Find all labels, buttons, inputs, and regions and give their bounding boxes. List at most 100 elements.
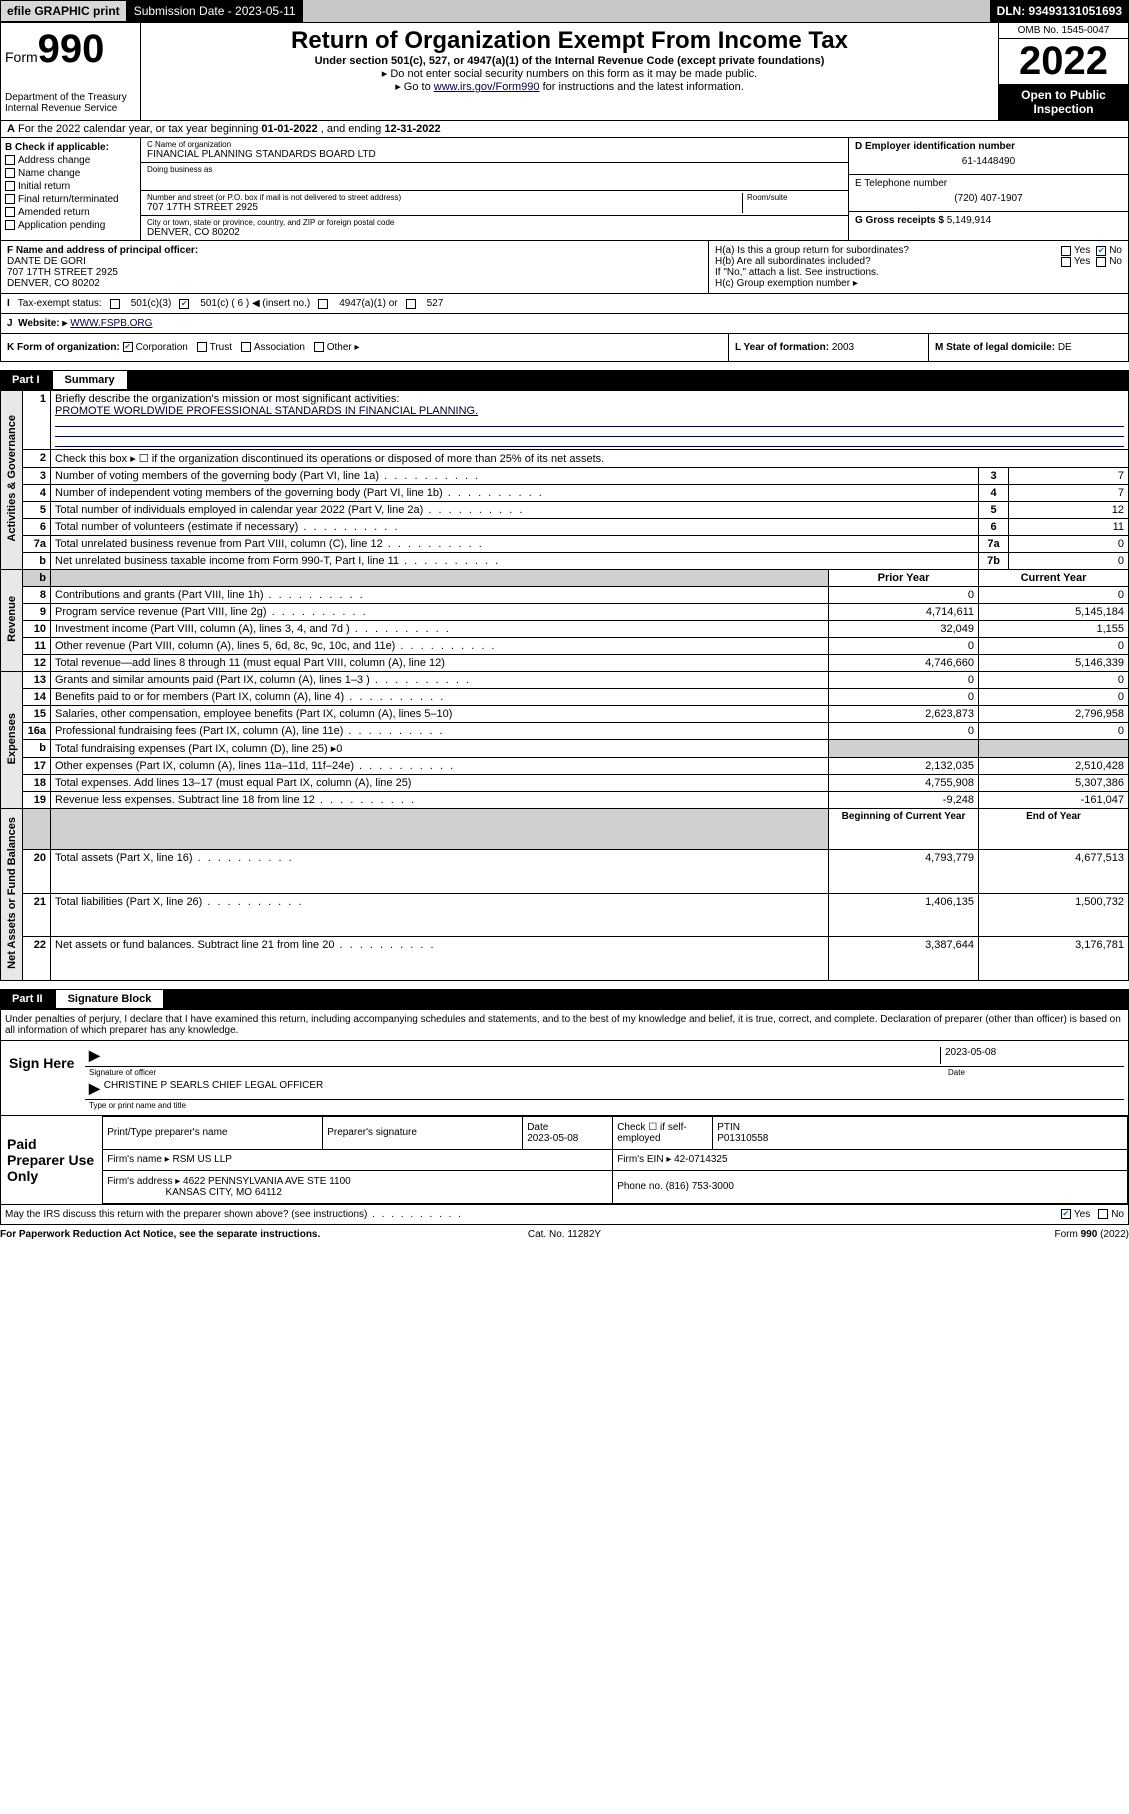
ptin-value: P01310558 [717, 1133, 768, 1144]
vtab-revenue: Revenue [1, 570, 23, 672]
row-16b: bTotal fundraising expenses (Part IX, co… [1, 740, 1129, 758]
room-label: Room/suite [747, 193, 842, 202]
city-label: City or town, state or province, country… [147, 218, 842, 227]
instructions-link: ▸ Go to www.irs.gov/Form990 for instruct… [145, 80, 994, 93]
row-11: 11Other revenue (Part VIII, column (A), … [1, 638, 1129, 655]
gross-receipts-label: G Gross receipts $ [855, 215, 944, 226]
section-text: Under section 501(c), 527, or 4947(a)(1)… [145, 55, 994, 67]
website-row: J Website: ▸ WWW.FSPB.ORG [0, 314, 1129, 334]
state-domicile: DE [1058, 342, 1072, 353]
row-8: 8Contributions and grants (Part VIII, li… [1, 587, 1129, 604]
year-formation: 2003 [832, 342, 854, 353]
cb-address-change[interactable] [5, 155, 15, 165]
ha-label: H(a) Is this a group return for subordin… [715, 245, 1061, 256]
officer-label: F Name and address of principal officer: [7, 245, 198, 256]
city-state-zip: DENVER, CO 80202 [147, 227, 842, 238]
cb-other[interactable] [314, 342, 324, 352]
calendar-year-row: A For the 2022 calendar year, or tax yea… [1, 121, 447, 137]
cb-corp[interactable] [123, 342, 133, 352]
mission-text: PROMOTE WORLDWIDE PROFESSIONAL STANDARDS… [55, 405, 478, 417]
fh-block: F Name and address of principal officer:… [0, 241, 1129, 294]
pra-notice: For Paperwork Reduction Act Notice, see … [0, 1229, 320, 1240]
row-21: 21Total liabilities (Part X, line 26)1,4… [1, 893, 1129, 937]
cb-4947[interactable] [318, 299, 328, 309]
irs-link[interactable]: www.irs.gov/Form990 [434, 81, 540, 93]
dept-label: Department of the Treasury Internal Reve… [5, 92, 136, 114]
part2-header: Part II Signature Block [0, 989, 1129, 1009]
dba-label: Doing business as [147, 165, 842, 174]
cb-trust[interactable] [197, 342, 207, 352]
footer: For Paperwork Reduction Act Notice, see … [0, 1225, 1129, 1244]
firm-addr2: KANSAS CITY, MO 64112 [166, 1187, 282, 1198]
dln-label: DLN: 93493131051693 [990, 0, 1129, 22]
phone-value: (720) 407-1907 [855, 189, 1122, 208]
discuss-yes[interactable] [1061, 1209, 1071, 1219]
ha-no[interactable] [1096, 246, 1106, 256]
officer-addr2: DENVER, CO 80202 [7, 278, 702, 289]
row-16a: 16aProfessional fundraising fees (Part I… [1, 723, 1129, 740]
discuss-no[interactable] [1098, 1209, 1108, 1219]
cb-name-change[interactable] [5, 168, 15, 178]
ein-label: D Employer identification number [855, 141, 1015, 152]
hb-no[interactable] [1096, 257, 1106, 267]
firm-addr1: 4622 PENNSYLVANIA AVE STE 1100 [183, 1176, 351, 1187]
cb-amended-return[interactable] [5, 207, 15, 217]
cb-assoc[interactable] [241, 342, 251, 352]
b-checkboxes: B Check if applicable: Address change Na… [1, 138, 141, 240]
row-19: 19Revenue less expenses. Subtract line 1… [1, 792, 1129, 809]
row-15: 15Salaries, other compensation, employee… [1, 706, 1129, 723]
sig-date: 2023-05-08 [940, 1047, 1120, 1064]
firm-ein: 42-0714325 [674, 1154, 727, 1165]
org-name-label: C Name of organization [147, 140, 842, 149]
self-employed-check[interactable]: Check ☐ if self-employed [613, 1116, 713, 1149]
cb-final-return[interactable] [5, 194, 15, 204]
hc-label: H(c) Group exemption number ▸ [715, 278, 1122, 289]
row-5: 5Total number of individuals employed in… [1, 502, 1129, 519]
row-20: 20Total assets (Part X, line 16)4,793,77… [1, 850, 1129, 894]
row-14: 14Benefits paid to or for members (Part … [1, 689, 1129, 706]
identity-block: B Check if applicable: Address change Na… [0, 138, 1129, 241]
declaration-text: Under penalties of perjury, I declare th… [0, 1009, 1129, 1041]
row-6: 6Total number of volunteers (estimate if… [1, 519, 1129, 536]
cb-527[interactable] [406, 299, 416, 309]
officer-name: DANTE DE GORI [7, 256, 702, 267]
form-ref: Form 990 (2022) [753, 1229, 1129, 1240]
hb-yes[interactable] [1061, 257, 1071, 267]
sign-here-block: Sign Here ▶ 2023-05-08 Signature of offi… [0, 1041, 1129, 1116]
open-public: Open to Public Inspection [999, 84, 1128, 120]
cat-no: Cat. No. 11282Y [376, 1229, 752, 1240]
row-7b: bNet unrelated business taxable income f… [1, 553, 1129, 570]
vtab-expenses: Expenses [1, 672, 23, 809]
form-title: Return of Organization Exempt From Incom… [145, 27, 994, 55]
row-10: 10Investment income (Part VIII, column (… [1, 621, 1129, 638]
ha-yes[interactable] [1061, 246, 1071, 256]
cb-501c3[interactable] [110, 299, 120, 309]
website-link[interactable]: WWW.FSPB.ORG [70, 318, 152, 329]
prep-date: 2023-05-08 [527, 1133, 578, 1144]
form-number: Form990 [5, 27, 136, 72]
row-18: 18Total expenses. Add lines 13–17 (must … [1, 775, 1129, 792]
row-9: 9Program service revenue (Part VIII, lin… [1, 604, 1129, 621]
row-22: 22Net assets or fund balances. Subtract … [1, 937, 1129, 981]
officer-addr1: 707 17TH STREET 2925 [7, 267, 702, 278]
ein-value: 61-1448490 [855, 152, 1122, 171]
vtab-activities: Activities & Governance [1, 391, 23, 570]
cb-application-pending[interactable] [5, 220, 15, 230]
officer-sig-name: CHRISTINE P SEARLS CHIEF LEGAL OFFICER [104, 1080, 324, 1097]
row-12: 12Total revenue—add lines 8 through 11 (… [1, 655, 1129, 672]
klm-row: K Form of organization: Corporation Trus… [0, 334, 1129, 362]
tax-exempt-row: I Tax-exempt status: 501(c)(3) 501(c) ( … [0, 294, 1129, 314]
hb-label: H(b) Are all subordinates included? [715, 256, 1061, 267]
q2-text: Check this box ▸ ☐ if the organization d… [51, 450, 1129, 468]
org-name: FINANCIAL PLANNING STANDARDS BOARD LTD [147, 149, 842, 160]
tax-year: 2022 [999, 39, 1128, 84]
row-3: 3Number of voting members of the governi… [1, 468, 1129, 485]
sign-here-label: Sign Here [5, 1045, 85, 1111]
part1-header: Part I Summary [0, 370, 1129, 390]
efile-print-button[interactable]: efile GRAPHIC print [0, 0, 127, 22]
cb-501c[interactable] [179, 299, 189, 309]
cb-initial-return[interactable] [5, 181, 15, 191]
omb-number: OMB No. 1545-0047 [999, 23, 1128, 39]
firm-name: RSM US LLP [172, 1154, 231, 1165]
row-17: 17Other expenses (Part IX, column (A), l… [1, 758, 1129, 775]
